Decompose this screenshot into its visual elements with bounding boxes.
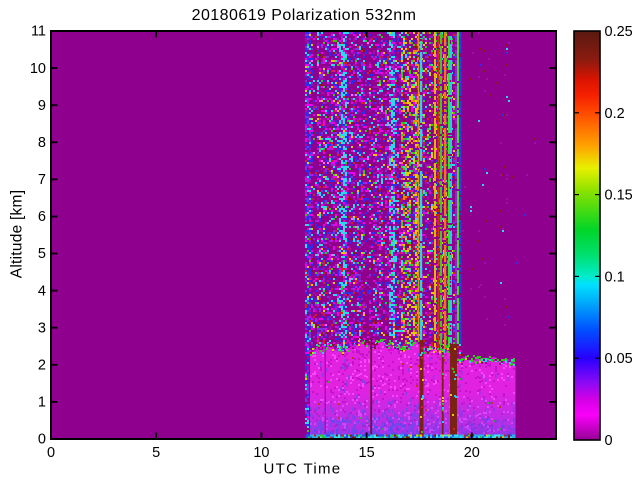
svg-text:6: 6 [38, 209, 46, 225]
svg-text:0.1: 0.1 [605, 269, 625, 285]
svg-text:11: 11 [31, 24, 46, 40]
svg-text:20180619 Polarization 532nm: 20180619 Polarization 532nm [192, 7, 417, 24]
svg-text:0.25: 0.25 [605, 24, 633, 40]
svg-text:7: 7 [38, 172, 46, 188]
svg-text:4: 4 [38, 283, 46, 299]
svg-text:0: 0 [47, 445, 55, 461]
svg-text:20: 20 [464, 445, 480, 461]
svg-text:15: 15 [359, 445, 375, 461]
svg-text:0.15: 0.15 [605, 188, 633, 204]
svg-text:Altitude [km]: Altitude [km] [9, 190, 26, 279]
svg-text:UTC Time: UTC Time [264, 461, 342, 478]
svg-text:5: 5 [152, 445, 160, 461]
svg-text:9: 9 [38, 98, 46, 114]
svg-text:1: 1 [38, 395, 46, 411]
svg-text:0.2: 0.2 [605, 106, 625, 122]
svg-text:0: 0 [605, 433, 613, 449]
svg-text:10: 10 [253, 445, 269, 461]
svg-text:10: 10 [30, 61, 46, 77]
svg-text:0: 0 [38, 432, 46, 448]
svg-text:3: 3 [38, 320, 46, 336]
svg-text:0.05: 0.05 [605, 351, 633, 367]
svg-text:2: 2 [38, 358, 46, 374]
svg-text:5: 5 [38, 246, 46, 262]
svg-text:8: 8 [38, 135, 46, 151]
